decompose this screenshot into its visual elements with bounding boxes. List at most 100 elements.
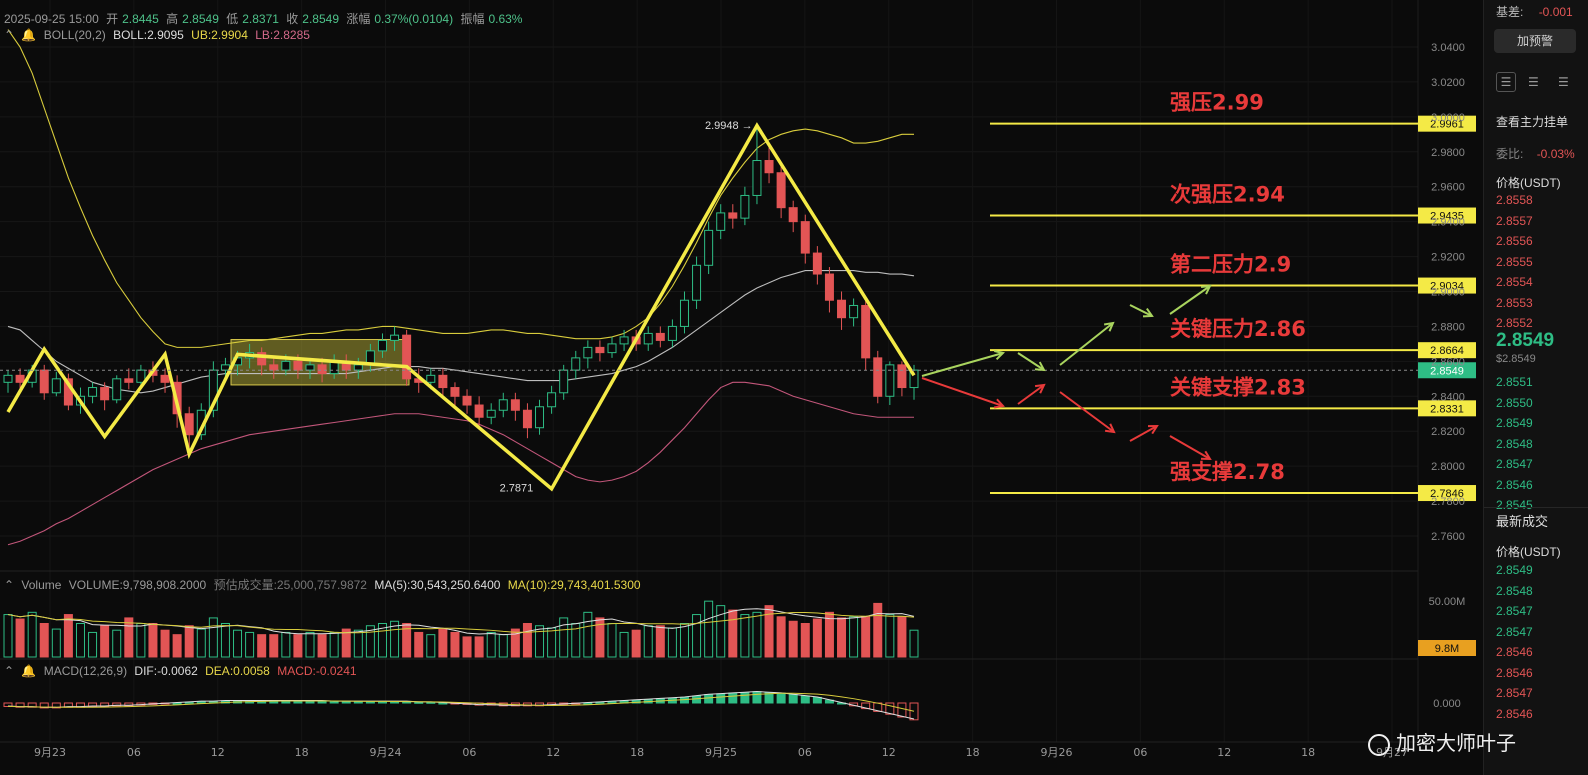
major-orders-link[interactable]: 查看主力挂单 bbox=[1496, 115, 1569, 129]
high-marker: 2.9948 → bbox=[705, 120, 753, 132]
volume-bar bbox=[377, 623, 387, 658]
recent-trades-title[interactable]: 最新成交 bbox=[1496, 514, 1549, 529]
ask-price[interactable]: 2.8554 bbox=[1496, 275, 1533, 289]
logo-icon bbox=[1368, 733, 1390, 756]
volume-bar bbox=[679, 623, 689, 658]
price-axis-tick: 3.0200 bbox=[1431, 77, 1465, 89]
price-axis-tick: 2.8400 bbox=[1431, 391, 1465, 403]
macd-bar bbox=[88, 702, 98, 707]
bid-price[interactable]: 2.8546 bbox=[1496, 477, 1533, 492]
volume-bar bbox=[595, 617, 605, 658]
ask-price[interactable]: 2.8552 bbox=[1496, 316, 1533, 330]
candle-body bbox=[377, 339, 387, 352]
collapse-icon[interactable]: ⌃ bbox=[4, 664, 15, 678]
ask-price[interactable]: 2.8555 bbox=[1496, 254, 1533, 269]
volume-bar bbox=[776, 616, 786, 658]
price-header: 价格(USDT) bbox=[1496, 176, 1561, 190]
candle-body bbox=[873, 357, 883, 397]
volume-bar bbox=[269, 634, 279, 658]
candle-body bbox=[788, 207, 798, 223]
collapse-icon[interactable]: ⌃ bbox=[4, 578, 15, 592]
bear-arrow-head bbox=[1200, 450, 1212, 461]
bid-price[interactable]: 2.8547 bbox=[1496, 457, 1533, 471]
collapse-icon[interactable]: ⌃ bbox=[4, 28, 15, 42]
macd-dea: DEA:0.0058 bbox=[205, 664, 270, 678]
boll-name: BOLL(20,2) bbox=[43, 28, 106, 42]
volume-bar bbox=[245, 631, 255, 658]
level-label: 关键压力2.86 bbox=[1170, 317, 1306, 341]
volume-bar bbox=[764, 605, 774, 658]
macd-bar bbox=[607, 701, 617, 704]
time-axis-tick: 18 bbox=[295, 746, 309, 759]
current-price-tag bbox=[1418, 362, 1476, 379]
candle-body bbox=[535, 406, 545, 429]
boll-legend: ⌃ 🔔 BOLL(20,2) BOLL:2.9095 UB:2.9904 LB:… bbox=[4, 28, 314, 42]
macd-bar bbox=[51, 702, 61, 709]
candle-body bbox=[692, 264, 702, 301]
volume-bar bbox=[184, 625, 194, 658]
volume-bar bbox=[861, 616, 871, 658]
candle-body bbox=[619, 336, 629, 345]
bell-icon[interactable]: 🔔 bbox=[21, 28, 37, 42]
bear-arrow bbox=[1059, 391, 1115, 433]
price-axis-tick: 2.8000 bbox=[1431, 461, 1465, 473]
level-tag bbox=[1418, 115, 1476, 132]
candle-body bbox=[486, 409, 496, 418]
candle-body bbox=[305, 364, 315, 371]
candle-body bbox=[885, 364, 895, 397]
time-axis-tick: 12 bbox=[882, 746, 896, 759]
volume-bar bbox=[365, 625, 375, 658]
bull-arrow-head bbox=[994, 350, 1006, 361]
macd-bar bbox=[776, 692, 786, 704]
volume-ma10-line bbox=[7, 612, 915, 634]
bull-arrow-head bbox=[1142, 308, 1154, 318]
add-alert-button[interactable]: 加预警 bbox=[1494, 29, 1576, 53]
bull-arrow bbox=[921, 352, 1004, 377]
volume-bar bbox=[631, 629, 641, 658]
bid-price[interactable]: 2.8548 bbox=[1496, 436, 1533, 451]
close-value: 2.8549 bbox=[302, 12, 339, 26]
bid-price[interactable]: 2.8545 bbox=[1496, 498, 1533, 512]
ask-price[interactable]: 2.8558 bbox=[1496, 193, 1533, 207]
candle-body bbox=[800, 221, 810, 254]
orderbook-both-icon[interactable]: ☰ bbox=[1496, 72, 1516, 92]
close-label: 收 bbox=[286, 12, 299, 26]
orderbook-bids-icon[interactable]: ☰ bbox=[1528, 75, 1539, 89]
trade-price: 2.8547 bbox=[1496, 624, 1533, 639]
volume-bar bbox=[100, 625, 110, 658]
ask-price[interactable]: 2.8556 bbox=[1496, 234, 1533, 248]
amplitude-label: 振幅 bbox=[460, 12, 485, 26]
ask-price[interactable]: 2.8553 bbox=[1496, 295, 1533, 310]
candle-body bbox=[88, 387, 98, 397]
bear-arrow-head bbox=[1104, 423, 1116, 434]
bull-arrow bbox=[1017, 352, 1045, 371]
price-chart[interactable]: 强压2.99 2.9961 次强压2.94 2.9435 第二压力2.9 2.9034 关键… bbox=[0, 0, 1483, 775]
macd-bar bbox=[39, 702, 49, 709]
volume-bar bbox=[704, 600, 714, 658]
volume-bar bbox=[559, 617, 569, 658]
bull-arrow-head bbox=[1034, 361, 1046, 372]
orderbook-asks-icon[interactable]: ☰ bbox=[1558, 75, 1569, 89]
bid-price[interactable]: 2.8550 bbox=[1496, 395, 1533, 410]
basis-value: -0.001 bbox=[1538, 5, 1573, 19]
zigzag-trend-line bbox=[6, 122, 916, 492]
volume-bar bbox=[716, 605, 726, 658]
price-axis-tick: 3.0000 bbox=[1431, 112, 1465, 124]
bull-arrow bbox=[1169, 285, 1211, 315]
macd-dif-line bbox=[7, 691, 915, 720]
time-axis-tick: 9月25 bbox=[705, 746, 737, 759]
ask-price[interactable]: 2.8557 bbox=[1496, 213, 1533, 228]
bid-price[interactable]: 2.8551 bbox=[1496, 375, 1533, 389]
bell-icon[interactable]: 🔔 bbox=[21, 664, 37, 678]
bid-price[interactable]: 2.8549 bbox=[1496, 416, 1533, 430]
header-datetime: 2025-09-25 15:00 bbox=[4, 12, 99, 26]
volume-current-tag-text: 9.8M bbox=[1435, 643, 1459, 655]
macd-bar bbox=[788, 694, 798, 704]
macd-dea-line bbox=[7, 692, 915, 712]
ask-list: 2.8558 2.8557 2.8556 2.8555 2.8554 2.8553 2.85… bbox=[1496, 190, 1533, 334]
bull-arrow bbox=[1059, 322, 1114, 366]
boll-lb: LB:2.8285 bbox=[255, 28, 310, 42]
trade-price: 2.8548 bbox=[1496, 583, 1533, 598]
volume-bar bbox=[812, 618, 822, 658]
candle-body bbox=[112, 378, 122, 401]
